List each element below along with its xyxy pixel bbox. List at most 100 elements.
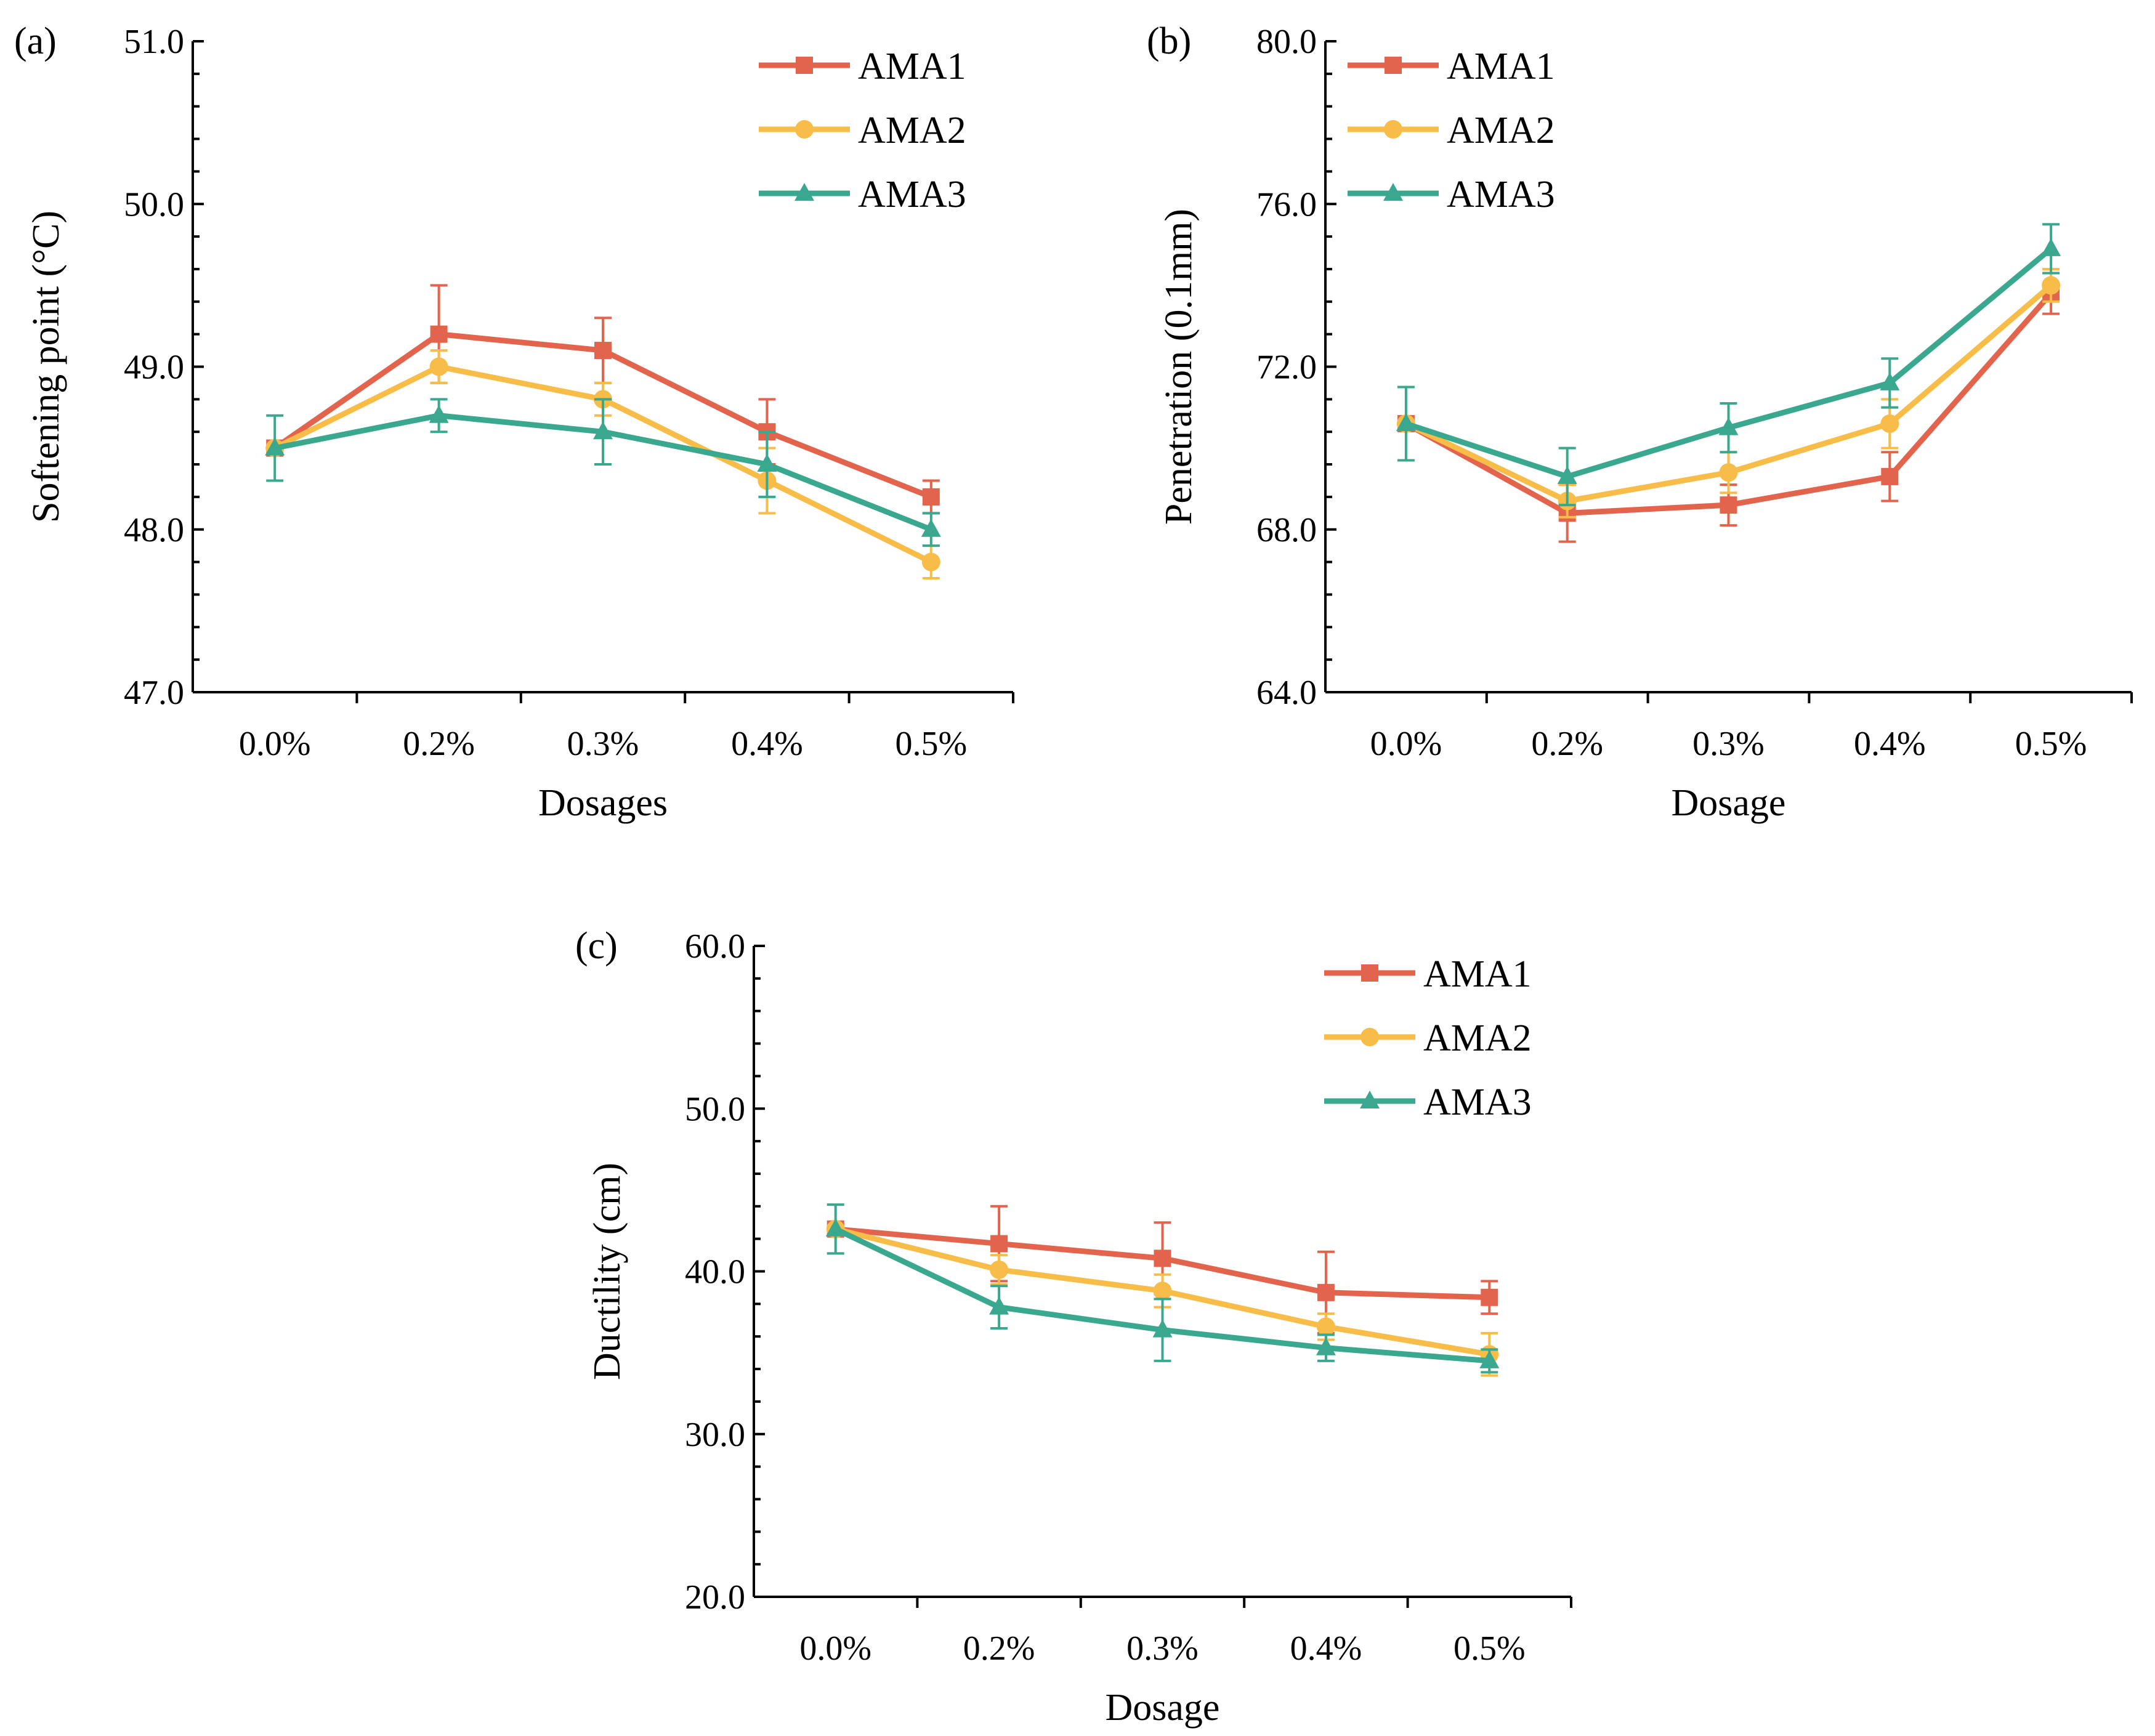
data-point (429, 357, 448, 376)
y-tick-label: 60.0 (685, 927, 745, 966)
data-point (594, 342, 612, 360)
data-point (1880, 372, 1900, 390)
data-point (1479, 1350, 1500, 1368)
y-axis-title: Softening point (°C) (25, 211, 67, 523)
panel-label: (b) (1147, 20, 1191, 62)
legend-marker (794, 183, 814, 201)
data-point (1880, 414, 1899, 433)
legend-marker (1384, 120, 1402, 139)
data-point (2042, 276, 2061, 295)
y-axis-title: Penetration (0.1mm) (1158, 209, 1200, 525)
data-point (1317, 1283, 1335, 1301)
chart-panel-c: 20.0 30.0 40.0 50.0 60.0 0.0% 0.2% 0.3% 0.4% 0.5%… (575, 925, 1572, 1729)
x-axis-title: Dosage (1106, 1687, 1220, 1729)
legend-label: AMA2 (858, 110, 966, 151)
data-point (757, 454, 777, 472)
y-tick-label: 76.0 (1256, 185, 1317, 224)
x-tick-label: 0.0% (239, 725, 311, 763)
data-point (990, 1260, 1009, 1279)
data-point (430, 325, 448, 343)
panel-label: (c) (575, 925, 618, 967)
y-tick-label: 51.0 (124, 23, 184, 61)
legend-marker (796, 57, 813, 74)
y-tick-label: 40.0 (685, 1253, 745, 1291)
chart-panel-a: 47.0 48.0 49.0 50.0 51.0 0.0% 0.2% 0.3% 0.4% 0.5%… (14, 20, 1014, 824)
legend-entry-ama2: AMA2 (759, 110, 966, 151)
data-point (2041, 238, 2061, 256)
x-tick-label: 0.2% (963, 1629, 1035, 1668)
legend-entry-ama1: AMA1 (759, 46, 966, 87)
data-point (593, 421, 613, 440)
data-point (1316, 1317, 1335, 1336)
legend-entry-ama2: AMA2 (1324, 1017, 1532, 1059)
data-point (1396, 413, 1416, 431)
legend-marker (1360, 1091, 1380, 1108)
x-tick-label: 0.0% (1370, 725, 1442, 763)
x-tick-label: 0.5% (1454, 1629, 1526, 1668)
x-tick-label: 0.5% (895, 725, 967, 763)
data-point (921, 552, 940, 571)
x-tick-label: 0.3% (1692, 725, 1765, 763)
legend-marker (795, 120, 814, 139)
legend-entry-ama2: AMA2 (1348, 110, 1555, 151)
data-point (825, 1218, 846, 1237)
legend-label: AMA1 (1423, 953, 1532, 995)
series-ama2 (826, 1219, 1499, 1377)
legend-entry-ama3: AMA3 (1324, 1081, 1532, 1123)
y-tick-label: 47.0 (124, 674, 184, 712)
y-tick-label: 80.0 (1256, 23, 1317, 61)
x-tick-label: 0.2% (403, 725, 475, 763)
y-axis-title: Ductility (cm) (586, 1163, 628, 1380)
x-axis-title: Dosage (1672, 782, 1786, 824)
y-tick-label: 68.0 (1256, 511, 1317, 549)
legend-label: AMA3 (1423, 1081, 1532, 1123)
data-point (921, 519, 941, 537)
legend-entry-ama1: AMA1 (1324, 953, 1532, 995)
y-tick-label: 49.0 (124, 349, 184, 387)
legend-label: AMA1 (1447, 46, 1555, 87)
legend-label: AMA3 (858, 174, 966, 216)
legend-entry-ama3: AMA3 (759, 174, 966, 216)
x-tick-label: 0.2% (1531, 725, 1603, 763)
y-tick-label: 48.0 (124, 511, 184, 549)
x-tick-label: 0.3% (1126, 1629, 1199, 1668)
series-ama3 (1396, 223, 2061, 507)
panel-label: (a) (14, 20, 57, 62)
legend-label: AMA3 (1447, 174, 1555, 216)
y-tick-label: 72.0 (1256, 349, 1317, 387)
data-point (922, 488, 940, 506)
legend-marker (1385, 57, 1402, 74)
legend-marker (1361, 964, 1378, 982)
data-point (1720, 496, 1737, 514)
data-point (1719, 463, 1738, 482)
data-point (989, 1296, 1009, 1315)
x-tick-label: 0.0% (799, 1629, 871, 1668)
data-point (1152, 1319, 1173, 1338)
y-tick-label: 50.0 (124, 185, 184, 224)
data-point (1153, 1282, 1172, 1301)
legend-entry-ama3: AMA3 (1348, 174, 1555, 216)
y-tick-label: 30.0 (685, 1416, 745, 1454)
series-ama3 (265, 398, 941, 547)
data-point (265, 437, 285, 456)
data-point (1316, 1337, 1336, 1355)
legend-entry-ama1: AMA1 (1348, 46, 1555, 87)
legend-label: AMA1 (858, 46, 966, 87)
series-ama3 (825, 1203, 1500, 1374)
x-tick-label: 0.4% (1854, 725, 1926, 763)
data-point (1481, 1288, 1498, 1306)
data-point (1557, 466, 1577, 484)
x-tick-label: 0.4% (731, 725, 803, 763)
x-tick-label: 0.5% (2015, 725, 2087, 763)
data-point (1881, 467, 1899, 485)
data-point (1154, 1250, 1171, 1267)
y-tick-label: 20.0 (685, 1578, 745, 1617)
legend-label: AMA2 (1447, 110, 1555, 151)
data-point (1718, 417, 1739, 435)
data-point (990, 1235, 1008, 1253)
x-tick-label: 0.3% (567, 725, 639, 763)
legend-label: AMA2 (1423, 1017, 1532, 1059)
data-point (429, 405, 449, 423)
y-tick-label: 50.0 (685, 1090, 745, 1128)
